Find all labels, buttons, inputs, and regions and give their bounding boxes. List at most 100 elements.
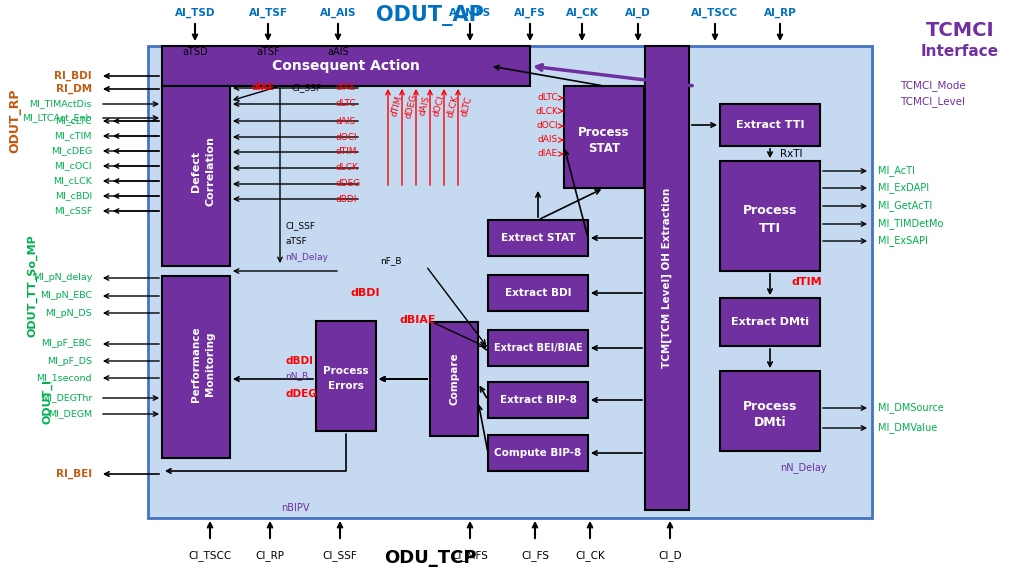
Text: CI_D: CI_D — [658, 550, 682, 561]
Text: dTIM: dTIM — [390, 94, 404, 118]
Text: STAT: STAT — [588, 142, 621, 154]
Text: dLTC: dLTC — [538, 93, 558, 103]
Text: dBDI: dBDI — [350, 288, 380, 298]
Text: dTIM: dTIM — [792, 277, 822, 287]
Text: MI_AcTI: MI_AcTI — [878, 165, 914, 176]
Text: MI_TIMActDis: MI_TIMActDis — [30, 100, 92, 108]
Text: CI_SSF: CI_SSF — [323, 550, 357, 561]
Bar — [488, 330, 588, 366]
Text: MI_1second: MI_1second — [37, 373, 92, 382]
Text: MI_cLCK: MI_cLCK — [53, 176, 92, 185]
Text: dBDI: dBDI — [335, 195, 356, 203]
Text: Process: Process — [324, 366, 369, 376]
Text: AI_AIS: AI_AIS — [319, 7, 356, 18]
Text: MI_pN_DS: MI_pN_DS — [45, 309, 92, 317]
Bar — [162, 86, 230, 266]
Text: Compare: Compare — [449, 353, 459, 406]
Text: Extract TTI: Extract TTI — [736, 120, 804, 130]
Text: Monitoring: Monitoring — [205, 332, 215, 396]
Bar — [720, 298, 820, 346]
Text: Process: Process — [742, 203, 798, 217]
Text: AI_TSD: AI_TSD — [175, 7, 215, 18]
Text: dIAE: dIAE — [252, 84, 274, 93]
Text: dTIM: dTIM — [335, 147, 356, 157]
Text: Correlation: Correlation — [205, 136, 215, 206]
Bar — [148, 46, 872, 518]
Text: CI_MFS: CI_MFS — [452, 550, 488, 561]
Text: Process: Process — [742, 400, 798, 412]
Bar — [488, 435, 588, 471]
Text: MI_TIMDetMo: MI_TIMDetMo — [878, 218, 943, 229]
Bar — [488, 275, 588, 311]
Text: AI_MFS: AI_MFS — [449, 7, 492, 18]
Text: Extract BEI/BIAE: Extract BEI/BIAE — [494, 343, 583, 353]
Text: dBIAE: dBIAE — [400, 315, 436, 325]
Text: Consequent Action: Consequent Action — [272, 59, 420, 73]
Text: MI_DMSource: MI_DMSource — [878, 403, 944, 414]
Text: MI_GetAcTI: MI_GetAcTI — [878, 200, 932, 211]
Text: MI_DEGM: MI_DEGM — [48, 410, 92, 419]
Bar — [720, 161, 820, 271]
Text: aAIS: aAIS — [328, 47, 349, 57]
Text: dOCI: dOCI — [335, 132, 356, 142]
Text: Process: Process — [579, 126, 630, 138]
Text: nN_Delay: nN_Delay — [285, 253, 328, 263]
Text: RI_DM: RI_DM — [56, 84, 92, 94]
Text: TTI: TTI — [759, 222, 781, 234]
Text: nN_B: nN_B — [285, 372, 308, 381]
Text: Performance: Performance — [191, 326, 201, 402]
Text: Defect: Defect — [191, 150, 201, 192]
Text: AI_CK: AI_CK — [565, 7, 598, 18]
Text: MI_ExSAPI: MI_ExSAPI — [878, 236, 928, 247]
Text: CI_CK: CI_CK — [575, 550, 605, 561]
Text: dAIS: dAIS — [418, 95, 432, 117]
Text: ODUT_I: ODUT_I — [42, 378, 52, 423]
Bar — [162, 46, 530, 86]
Text: dLCK: dLCK — [446, 94, 461, 118]
Bar — [488, 220, 588, 256]
Text: Extract STAT: Extract STAT — [501, 233, 575, 243]
Text: dDEG: dDEG — [335, 180, 360, 188]
Text: ODUT_RP: ODUT_RP — [8, 89, 22, 153]
Text: TCM[TCM Level] OH Extraction: TCM[TCM Level] OH Extraction — [662, 188, 672, 368]
Text: MI_cSSF: MI_cSSF — [53, 207, 92, 215]
Bar — [720, 104, 820, 146]
Text: Interface: Interface — [921, 44, 999, 59]
Text: dLTC: dLTC — [335, 100, 355, 108]
Text: dIAE: dIAE — [538, 150, 558, 158]
Text: MI_pF_DS: MI_pF_DS — [47, 357, 92, 366]
Text: dDEG: dDEG — [285, 389, 316, 399]
Text: MI_cOCI: MI_cOCI — [54, 161, 92, 170]
Text: dLCK: dLCK — [335, 164, 357, 172]
Text: TCMCI_Mode: TCMCI_Mode — [900, 81, 966, 92]
Text: TCMCI_Level: TCMCI_Level — [900, 97, 965, 108]
Bar — [488, 382, 588, 418]
Bar — [162, 276, 230, 458]
Text: MI_pN_delay: MI_pN_delay — [33, 274, 92, 282]
Text: MI_DMValue: MI_DMValue — [878, 423, 937, 434]
Text: Extract BIP-8: Extract BIP-8 — [500, 395, 577, 405]
Text: CI_SSF: CI_SSF — [285, 222, 315, 230]
Text: aTSD: aTSD — [182, 47, 208, 57]
Bar — [430, 322, 478, 436]
Text: CI_TSCC: CI_TSCC — [188, 550, 231, 561]
Text: MI_cLTC: MI_cLTC — [55, 116, 92, 126]
Text: Extract BDI: Extract BDI — [505, 288, 571, 298]
Text: CI_RP: CI_RP — [256, 550, 285, 561]
Bar — [564, 86, 644, 188]
Text: dOCI: dOCI — [537, 122, 558, 131]
Text: dBDI: dBDI — [285, 356, 313, 366]
Text: MI_cBDI: MI_cBDI — [54, 191, 92, 200]
Text: AI_D: AI_D — [625, 7, 651, 18]
Text: Errors: Errors — [328, 381, 364, 391]
Text: dAIS: dAIS — [335, 116, 355, 126]
Text: aTSF: aTSF — [285, 237, 307, 247]
Text: MI_ExDAPI: MI_ExDAPI — [878, 183, 929, 194]
Text: TCMCI: TCMCI — [926, 21, 994, 40]
Text: CI_FS: CI_FS — [521, 550, 549, 561]
Text: ODUT_TT_So_MP: ODUT_TT_So_MP — [27, 234, 37, 338]
Text: MI_pF_EBC: MI_pF_EBC — [42, 339, 92, 348]
Text: ODUT_AP: ODUT_AP — [376, 6, 484, 26]
Text: MI_pN_EBC: MI_pN_EBC — [40, 291, 92, 301]
Text: RxTI: RxTI — [780, 149, 803, 159]
